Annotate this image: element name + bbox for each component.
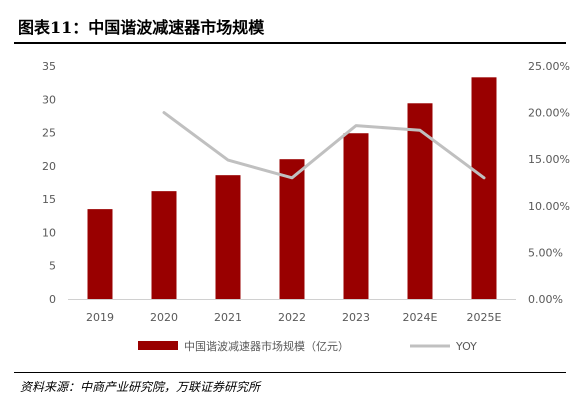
x-tick-label: 2020 bbox=[150, 311, 178, 324]
market-size-chart: 0 5 10 15 20 25 30 35 0.00% 5.00% 10.00% 15.00% 20.0… bbox=[42, 60, 570, 353]
y-right-tick-label: 20.00% bbox=[528, 107, 570, 120]
y-left-tick-label: 35 bbox=[42, 60, 56, 73]
y-right-tick-label: 25.00% bbox=[528, 60, 570, 73]
legend-line-label: YOY bbox=[455, 340, 477, 353]
source-bar: 资料来源：中商产业研究院，万联证券研究所 bbox=[14, 372, 566, 394]
title-bar: 图表11：中国谐波减速器市场规模 bbox=[14, 4, 566, 44]
page-title: 图表11：中国谐波减速器市场规模 bbox=[18, 18, 265, 37]
y-left-tick-label: 20 bbox=[42, 160, 56, 173]
x-tick-label: 2023 bbox=[342, 311, 370, 324]
bar bbox=[471, 77, 497, 299]
legend-bar-swatch bbox=[138, 341, 178, 350]
y-left-tick-label: 10 bbox=[42, 226, 56, 239]
bar bbox=[87, 209, 113, 299]
y-left-tick-label: 15 bbox=[42, 193, 56, 206]
x-tick-label: 2025E bbox=[467, 311, 502, 324]
bar bbox=[343, 133, 369, 299]
bar bbox=[215, 175, 241, 299]
bar bbox=[151, 191, 177, 299]
source-note: 资料来源：中商产业研究院，万联证券研究所 bbox=[20, 380, 261, 394]
y-right-tick-label: 15.00% bbox=[528, 153, 570, 166]
y-left-tick-label: 30 bbox=[42, 93, 56, 106]
y-left-tick-label: 25 bbox=[42, 127, 56, 140]
y-right-tick-label: 10.00% bbox=[528, 200, 570, 213]
y-right-tick-label: 5.00% bbox=[528, 246, 563, 259]
legend-bar-label: 中国谐波减速器市场规模（亿元） bbox=[184, 339, 349, 353]
x-tick-label: 2024E bbox=[403, 311, 438, 324]
yoy-line bbox=[162, 111, 486, 180]
y-right-tick-label: 0.00% bbox=[528, 293, 563, 306]
bar bbox=[407, 103, 433, 299]
x-tick-label: 2022 bbox=[278, 311, 306, 324]
bar bbox=[279, 159, 305, 299]
x-tick-label: 2021 bbox=[214, 311, 242, 324]
x-tick-label: 2019 bbox=[86, 311, 114, 324]
y-left-tick-label: 5 bbox=[49, 260, 56, 273]
y-left-tick-label: 0 bbox=[49, 293, 56, 306]
